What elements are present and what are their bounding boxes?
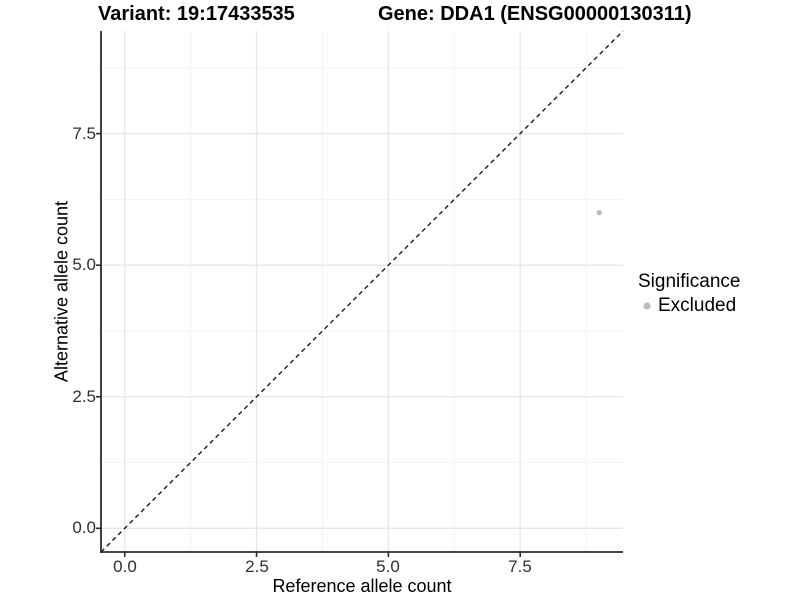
legend-title: Significance	[638, 271, 741, 292]
x-tick-label-0: 0.0	[113, 557, 137, 576]
variant-title: Variant: 19:17433535	[98, 3, 295, 25]
x-axis-title: Reference allele count	[272, 576, 452, 596]
legend-item-excluded: Excluded	[638, 295, 798, 317]
legend-item-label: Excluded	[658, 295, 737, 316]
legend-point-icon	[643, 302, 651, 310]
x-tick-label-1: 2.5	[245, 557, 269, 576]
y-tick-label-1: 2.5	[72, 387, 96, 406]
legend: Significance Excluded	[638, 270, 798, 317]
y-tick-label-3: 7.5	[72, 124, 96, 143]
y-tick-label-2: 5.0	[72, 255, 96, 274]
legend-swatch	[643, 302, 651, 310]
data-point	[596, 209, 602, 216]
gene-title: Gene: DDA1 (ENSG00000130311)	[378, 3, 692, 25]
x-tick-label-2: 5.0	[376, 557, 400, 576]
y-axis-title: Alternative allele count	[51, 200, 72, 383]
x-tick-label-3: 7.5	[508, 557, 532, 576]
identity-reference-line	[100, 30, 624, 553]
y-tick-label-0: 0.0	[72, 518, 96, 537]
